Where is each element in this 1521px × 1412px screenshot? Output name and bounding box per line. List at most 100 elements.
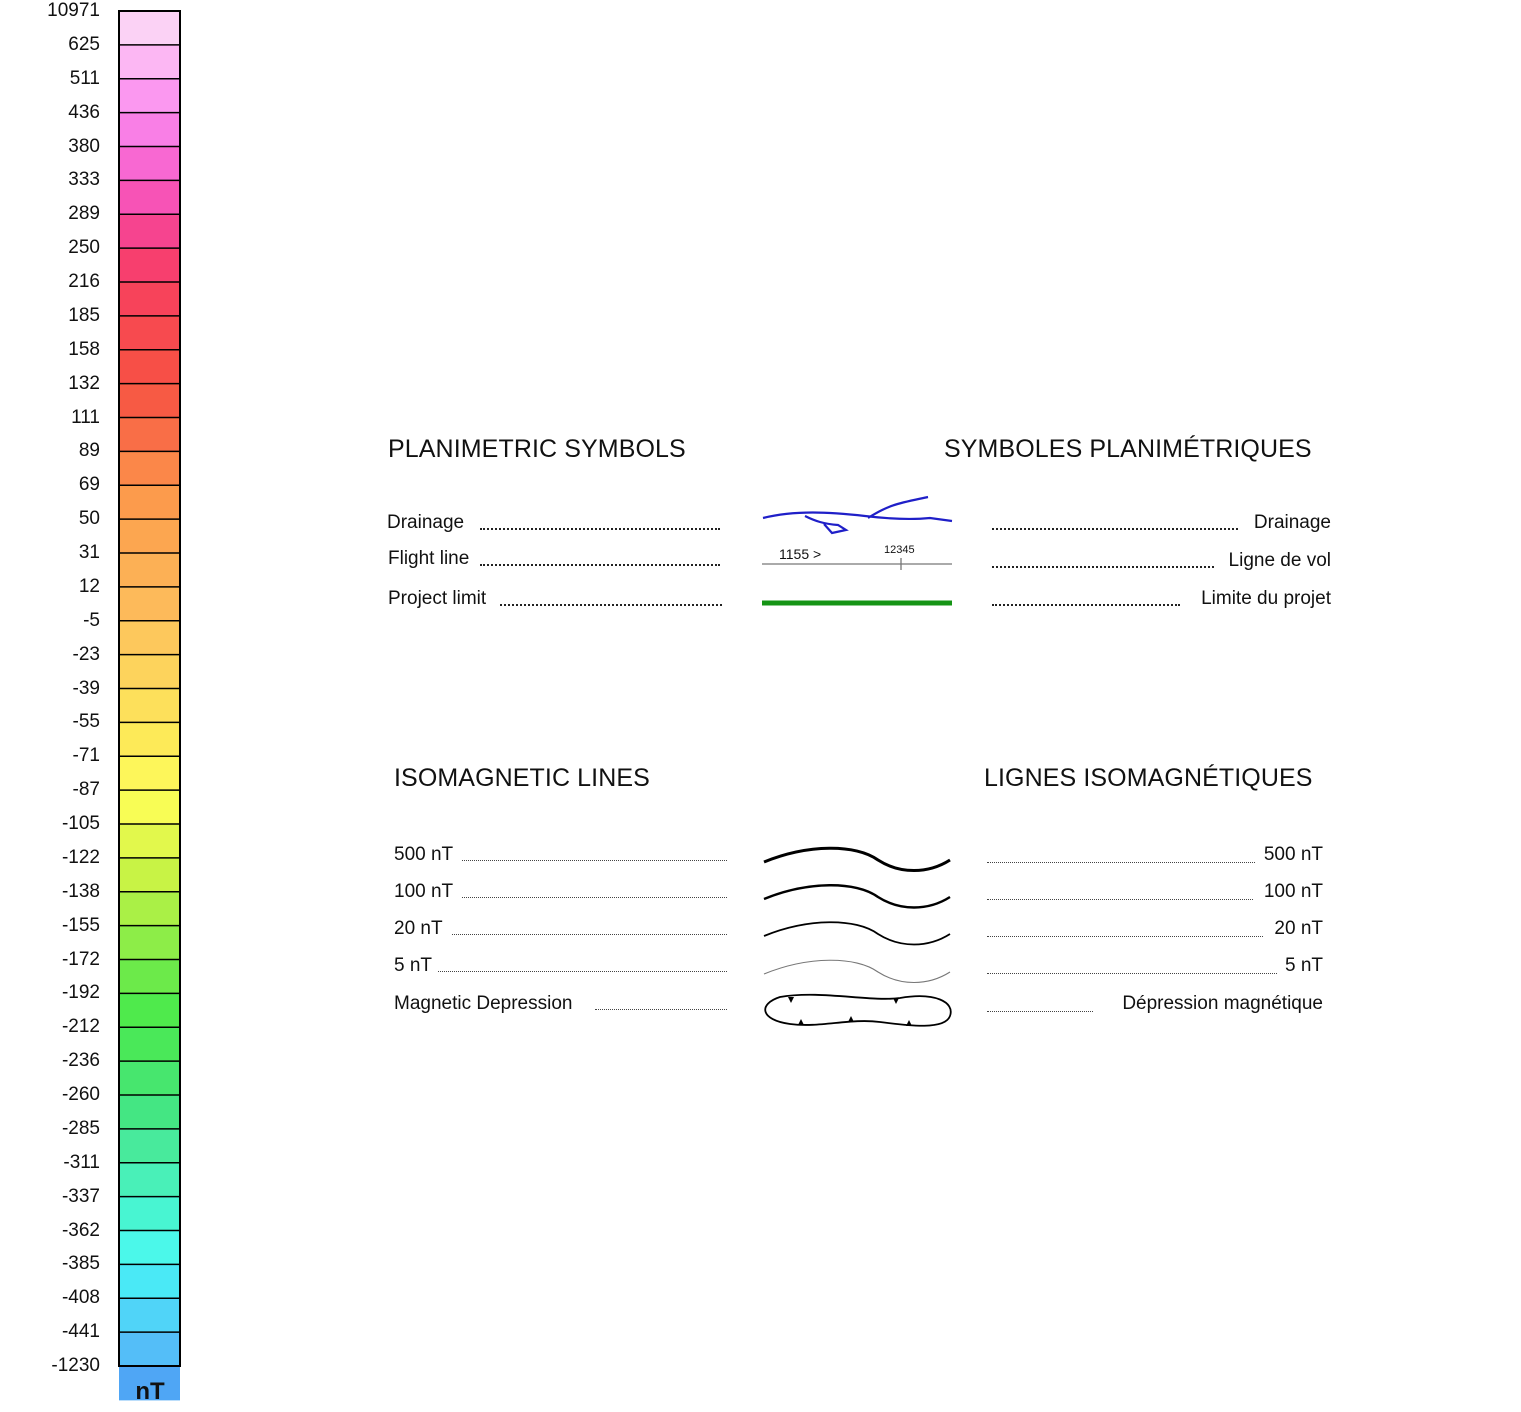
colorbar-tick-label: 10971 (47, 0, 100, 21)
colorbar-tick-label: 111 (71, 406, 100, 428)
colorbar-tick-label: -192 (61, 982, 100, 1004)
colorbar-swatch (119, 993, 180, 1028)
colorbar-tick-label: 333 (68, 169, 100, 191)
colorbar-swatch (119, 78, 180, 114)
contour-500nt-line (763, 846, 951, 872)
colorbar-swatch (119, 1332, 180, 1367)
colorbar-swatch (119, 891, 180, 927)
project-limit-symbol (762, 600, 952, 606)
colorbar-tick-label: 31 (78, 542, 100, 563)
leader-dots (992, 566, 1214, 568)
colorbar-tick-label: 132 (68, 372, 100, 394)
colorbar-swatch (119, 1264, 180, 1299)
colorbar-swatch (119, 1095, 180, 1130)
legend-label-100nt-en: 100 nT (394, 881, 454, 902)
contour-5nt-line (763, 959, 951, 983)
legend-label-depression-fr: Dépression magnétique (1122, 993, 1323, 1014)
leader-dots (987, 973, 1277, 974)
hachure-tick (893, 998, 899, 1004)
leader-dots (438, 971, 727, 972)
colorbar-tick-label: 289 (68, 203, 100, 225)
flight-line-number: 1155 > (779, 546, 822, 562)
isomagnetic-title-en: ISOMAGNETIC LINES (394, 764, 650, 792)
colorbar-swatch (119, 857, 180, 893)
colorbar-swatch (119, 112, 180, 147)
colorbar-tick-label: 185 (68, 304, 100, 326)
colorbar-tick-label: -39 (72, 677, 100, 699)
colorbar-tick-label: -260 (61, 1084, 100, 1105)
legend-label-500nt-en: 500 nT (394, 844, 454, 865)
colorbar-swatch (119, 349, 180, 385)
colorbar-tick-label: -138 (61, 880, 100, 902)
colorbar-tick-label: -105 (61, 813, 100, 834)
legend-label-500nt-fr: 500 nT (1263, 844, 1323, 865)
contour-100nt-line (763, 884, 951, 909)
colorbar-swatch (119, 1061, 180, 1096)
colorbar-svg (118, 10, 181, 1401)
isomagnetic-symbols (763, 846, 952, 1027)
leader-dots (462, 897, 727, 898)
leader-dots (480, 528, 720, 530)
colorbar-tick-label: 511 (69, 67, 100, 89)
colorbar-swatch (119, 451, 180, 486)
colorbar-tick-label: -362 (61, 1219, 100, 1241)
colorbar-tick-label: -441 (61, 1321, 100, 1343)
legend-label-depression-en: Magnetic Depression (394, 993, 573, 1014)
legend-label-5nt-en: 5 nT (394, 955, 433, 976)
colorbar-swatch (119, 553, 180, 588)
colorbar-tick-label: -337 (61, 1185, 100, 1207)
colorbar-tick-label: -311 (63, 1151, 100, 1173)
legend-label-project-limit-fr: Limite du projet (1201, 588, 1331, 609)
colorbar-swatch (119, 315, 180, 351)
colorbar-swatch (119, 11, 180, 46)
planimetric-title-en: PLANIMETRIC SYMBOLS (388, 435, 686, 463)
colorbar-swatch (119, 1128, 180, 1164)
colorbar-tick-label: 69 (78, 474, 100, 496)
colorbar-swatch (119, 44, 180, 80)
colorbar-swatch (119, 654, 180, 689)
legend-label-20nt-en: 20 nT (394, 918, 443, 939)
magnetic-depression-line (764, 993, 952, 1027)
colorbar-tick-label: -55 (72, 711, 100, 733)
leader-dots (500, 604, 722, 606)
colorbar-swatch (119, 282, 180, 317)
colorbar-tick-label: -408 (61, 1287, 100, 1309)
colorbar-swatch (119, 383, 180, 418)
colorbar-swatch (119, 722, 180, 757)
colorbar-swatch (119, 756, 180, 791)
colorbar-tick-label: -1230 (51, 1355, 100, 1376)
hachure-tick (798, 1019, 804, 1025)
hachure-tick (788, 997, 794, 1003)
colorbar-swatch (119, 925, 180, 960)
colorbar-tick-label: -87 (72, 779, 100, 801)
colorbar-tick-label: -172 (61, 948, 100, 970)
flight-line-symbol (762, 558, 952, 570)
colorbar-tick-label: -385 (61, 1253, 100, 1275)
legend-label-flight-line-en: Flight line (388, 548, 470, 569)
colorbar-swatch (119, 146, 180, 181)
colorbar-tick-label: 158 (68, 338, 100, 360)
colorbar-tick-label: 216 (68, 271, 100, 292)
colorbar-swatch (119, 180, 180, 215)
colorbar-swatch (119, 1027, 180, 1062)
colorbar-tick-label: -5 (83, 609, 100, 631)
colorbar-tick-label: 436 (68, 101, 100, 123)
legend-label-flight-line-fr: Ligne de vol (1228, 550, 1331, 571)
colorbar-frame (118, 10, 181, 1367)
colorbar-tick-label: -155 (61, 914, 100, 936)
colorbar-tick-label: -285 (61, 1117, 100, 1139)
colorbar-tick-label: 380 (68, 135, 100, 157)
colorbar-tick-label: -122 (61, 846, 100, 868)
legend-label-project-limit-en: Project limit (388, 588, 487, 609)
planimetric-title-fr: SYMBOLES PLANIMÉTRIQUES (944, 435, 1312, 463)
leader-dots (987, 936, 1263, 937)
legend-label-drainage-fr: Drainage (1253, 512, 1331, 533)
legend-label-5nt-fr: 5 nT (1284, 955, 1323, 976)
contour-20nt-line (763, 921, 951, 946)
hachure-tick (848, 1016, 854, 1022)
colorbar-tick-label: 250 (68, 237, 100, 259)
colorbar-tick-label: -236 (61, 1050, 100, 1072)
colorbar-tick-label: -23 (72, 643, 100, 665)
fiducial-number: 12345 (884, 544, 915, 556)
colorbar-swatch (119, 790, 180, 825)
